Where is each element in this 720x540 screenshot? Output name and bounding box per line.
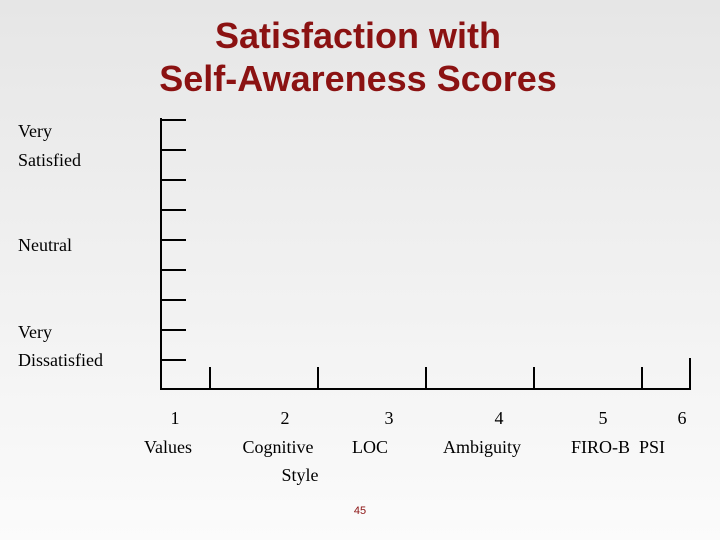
x-label: Style: [281, 465, 318, 485]
title-line: Self-Awareness Scores: [159, 58, 557, 99]
title-line: Satisfaction with: [215, 15, 501, 56]
x-label: FIRO-B PSI: [571, 437, 665, 457]
y-label: Neutral: [18, 235, 72, 255]
x-number: 1: [171, 408, 180, 428]
x-number: 6: [678, 408, 687, 428]
y-label: Very: [18, 322, 52, 342]
axes: [160, 118, 691, 390]
x-label: Cognitive: [243, 437, 314, 457]
x-number: 2: [281, 408, 290, 428]
page-number: 45: [354, 505, 366, 517]
x-label: Ambiguity: [443, 437, 521, 457]
x-label: LOC: [352, 437, 388, 457]
x-number: 3: [385, 408, 394, 428]
y-label: Dissatisfied: [18, 350, 103, 370]
x-number: 5: [599, 408, 608, 428]
x-number: 4: [495, 408, 504, 428]
y-label: Very: [18, 121, 52, 141]
x-label: Values: [144, 437, 192, 457]
y-label: Satisfied: [18, 150, 81, 170]
